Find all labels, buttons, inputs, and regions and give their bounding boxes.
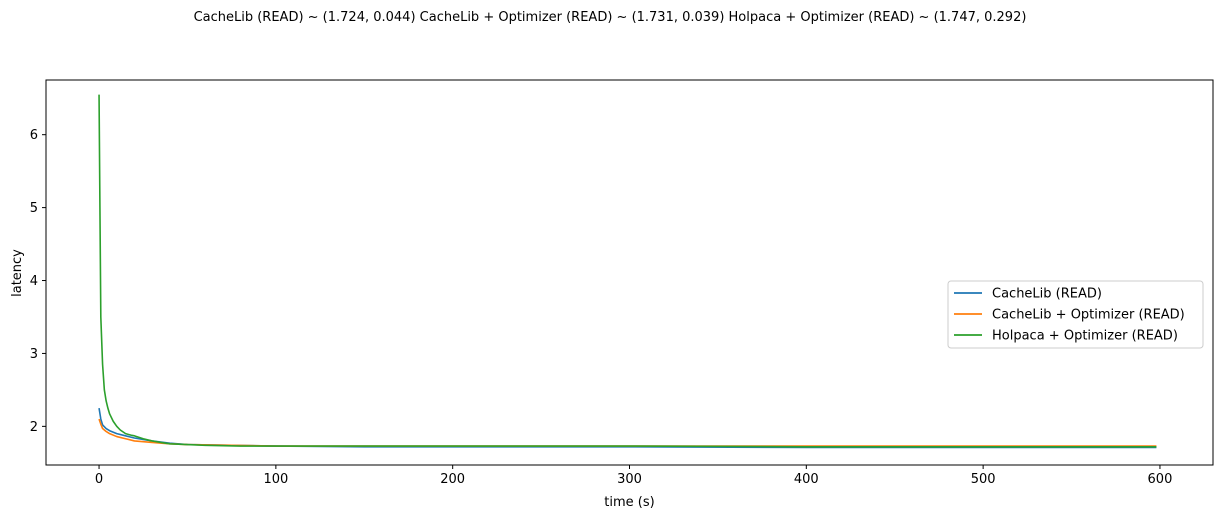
series-line-1 (98, 408, 1157, 449)
chart-title: CacheLib (READ) ~ (1.724, 0.044) CacheLi… (194, 10, 1027, 25)
x-tick-label: 600 (1148, 472, 1173, 487)
y-axis: 2 3 4 5 6 (30, 128, 46, 435)
x-axis-label: time (s) (604, 495, 654, 510)
x-axis: 0 100 200 300 400 500 600 (95, 465, 1172, 487)
x-tick-label: 0 (95, 472, 103, 487)
x-tick-label: 400 (794, 472, 819, 487)
y-tick-label: 4 (30, 274, 38, 289)
y-tick-label: 2 (30, 420, 38, 435)
plot-lines (98, 94, 1157, 449)
x-tick-label: 100 (263, 472, 288, 487)
y-axis-label: latency (10, 249, 25, 297)
legend-box (947, 280, 1204, 349)
plot-frame (45, 79, 1214, 466)
legend-label: Holpaca + Optimizer (READ) (992, 329, 1178, 344)
series-line-3 (98, 94, 1157, 448)
x-tick-label: 500 (971, 472, 996, 487)
legend-label: CacheLib + Optimizer (READ) (992, 308, 1185, 323)
series-line-2 (98, 418, 1157, 447)
x-tick-label: 200 (440, 472, 465, 487)
y-tick-label: 6 (30, 128, 38, 143)
y-tick-label: 5 (30, 201, 38, 216)
legend-label: CacheLib (READ) (992, 287, 1102, 302)
legend: CacheLib (READ) CacheLib + Optimizer (REA… (947, 280, 1204, 349)
x-tick-label: 300 (617, 472, 642, 487)
y-tick-label: 3 (30, 347, 38, 362)
